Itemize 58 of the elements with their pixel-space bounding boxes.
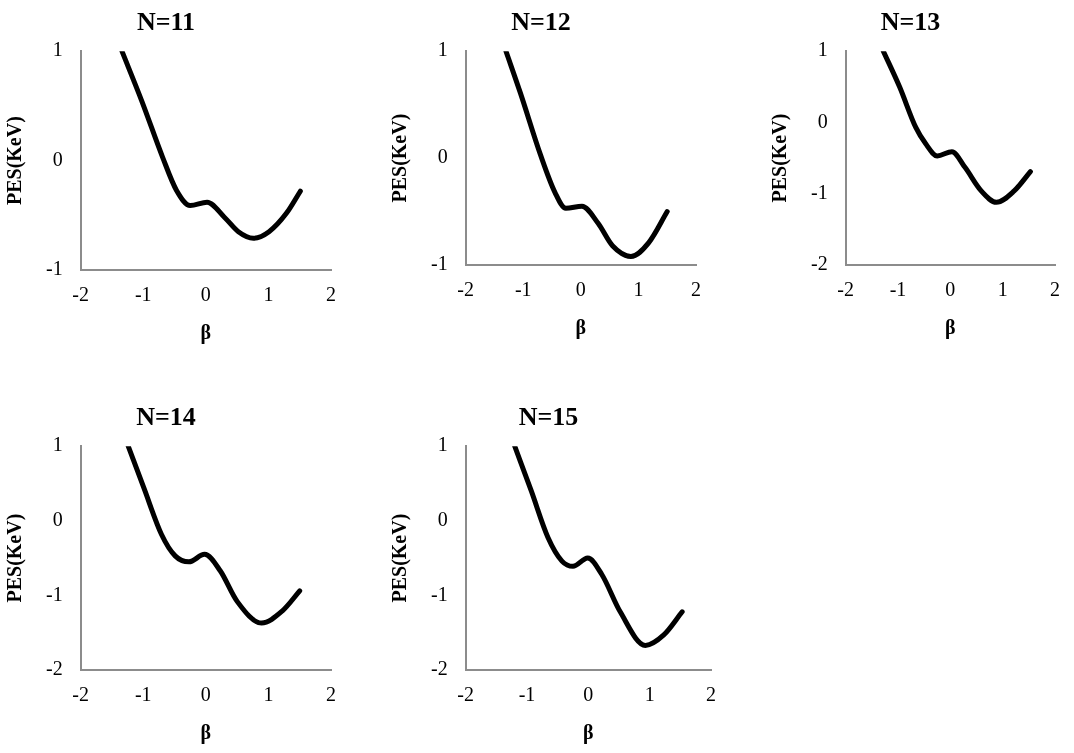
y-axis-title: PES(KeV) — [3, 513, 27, 603]
x-tick-label: -1 — [134, 283, 152, 306]
x-tick-label: -2 — [837, 278, 854, 301]
x-tick-label: 1 — [633, 278, 644, 301]
x-tick-label: 2 — [1050, 278, 1060, 301]
y-tick-label: 1 — [52, 38, 63, 61]
x-axis-title: β — [575, 316, 587, 340]
x-axis-title: β — [200, 721, 212, 745]
x-tick-label: -1 — [889, 278, 907, 301]
y-tick-label: 0 — [437, 508, 448, 531]
y-axis-title: PES(KeV) — [3, 116, 27, 206]
x-tick-label: -1 — [514, 278, 532, 301]
y-axis-title: PES(KeV) — [768, 113, 792, 203]
x-axis-title: β — [945, 316, 956, 340]
x-tick-label: 2 — [706, 683, 716, 706]
x-tick-label: 2 — [326, 283, 336, 306]
y-tick-label: 0 — [52, 508, 63, 531]
y-tick-label: 1 — [52, 433, 63, 456]
x-tick-label: 0 — [200, 283, 211, 306]
y-tick-label: 0 — [52, 147, 63, 170]
y-tick-label: -1 — [45, 257, 63, 280]
x-tick-label: -1 — [518, 683, 536, 706]
x-tick-label: 1 — [263, 683, 274, 706]
y-axis-title: PES(KeV) — [388, 513, 412, 603]
x-tick-label: 0 — [575, 278, 586, 301]
chart-title: N=13 — [880, 7, 941, 37]
y-tick-label: -1 — [430, 252, 448, 275]
x-tick-label: -2 — [72, 683, 89, 706]
x-tick-label: -2 — [72, 283, 89, 306]
y-tick-label: -2 — [810, 252, 828, 275]
y-tick-label: -1 — [45, 582, 63, 605]
x-tick-label: 1 — [263, 283, 274, 306]
x-tick-label: 1 — [644, 683, 655, 706]
x-axis-title: β — [200, 321, 212, 345]
chart-title: N=15 — [518, 402, 579, 432]
y-axis-title: PES(KeV) — [388, 113, 412, 203]
y-tick-label: -1 — [430, 582, 448, 605]
x-tick-label: -1 — [134, 683, 152, 706]
y-tick-label: 1 — [437, 433, 448, 456]
y-tick-label: 1 — [437, 38, 448, 61]
y-tick-label: -2 — [45, 657, 63, 680]
x-tick-label: 1 — [997, 278, 1008, 301]
x-tick-label: -2 — [457, 278, 474, 301]
y-tick-label: 1 — [817, 38, 828, 61]
x-tick-label: -2 — [457, 683, 474, 706]
y-tick-label: 0 — [817, 109, 828, 132]
x-axis-title: β — [583, 721, 594, 745]
y-tick-label: 0 — [437, 145, 448, 168]
x-tick-label: 0 — [200, 683, 211, 706]
chart-title: N=11 — [136, 7, 196, 37]
x-tick-label: 2 — [326, 683, 336, 706]
chart-title: N=14 — [136, 402, 196, 432]
y-tick-label: -2 — [430, 657, 448, 680]
chart-title: N=12 — [511, 7, 571, 37]
x-tick-label: 0 — [583, 683, 594, 706]
y-tick-label: -1 — [810, 180, 828, 203]
x-tick-label: 2 — [691, 278, 701, 301]
x-tick-label: 0 — [945, 278, 956, 301]
